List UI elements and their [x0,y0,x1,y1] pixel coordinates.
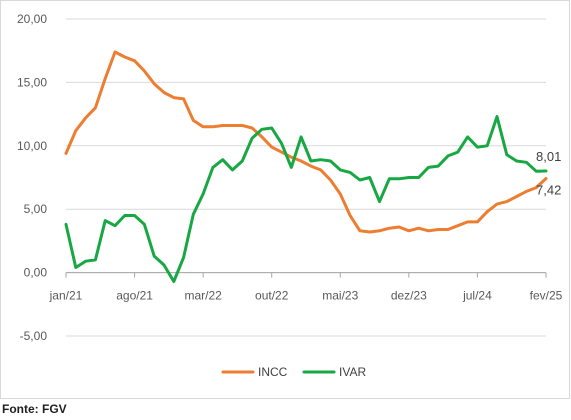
x-tick-label: dez/23 [391,289,427,303]
legend-label-ivar: IVAR [339,365,366,379]
y-tick-label: 5,00 [24,202,48,216]
chart-container: -5,00 0,00 5,00 10,00 15,00 20,00 jan/21 ago/2… [0,0,570,399]
y-tick-label: -5,00 [20,329,48,343]
series-line-incc [64,50,548,234]
x-axis-tick-labels: jan/21 ago/21 mar/22 out/22 mai/23 dez/23 jul/… [49,289,563,303]
x-tick-label: mai/23 [322,289,358,303]
y-tick-label: 15,00 [17,75,47,89]
series-lines [64,50,548,283]
legend: INCC IVAR [221,365,366,379]
x-tick-label: fev/25 [530,289,563,303]
source-note: Fonte: FGV [2,402,67,416]
data-labels: 7,42 8,01 [536,149,561,197]
x-tick-label: out/22 [255,289,289,303]
data-label-incc: 7,42 [536,183,561,198]
y-tick-label: 10,00 [17,139,47,153]
series-line-ivar [64,115,548,283]
x-tick-label: mar/22 [184,289,222,303]
x-tick-label: ago/21 [116,289,153,303]
line-chart: -5,00 0,00 5,00 10,00 15,00 20,00 jan/21 ago/2… [17,12,563,379]
x-axis [65,272,547,278]
legend-label-incc: INCC [258,365,288,379]
y-tick-label: 20,00 [17,12,47,26]
data-label-ivar: 8,01 [536,149,561,164]
y-tick-label: 0,00 [24,266,48,280]
x-tick-label: jan/21 [49,289,83,303]
x-tick-label: jul/24 [462,289,492,303]
y-axis-tick-labels: -5,00 0,00 5,00 10,00 15,00 20,00 [17,12,47,343]
